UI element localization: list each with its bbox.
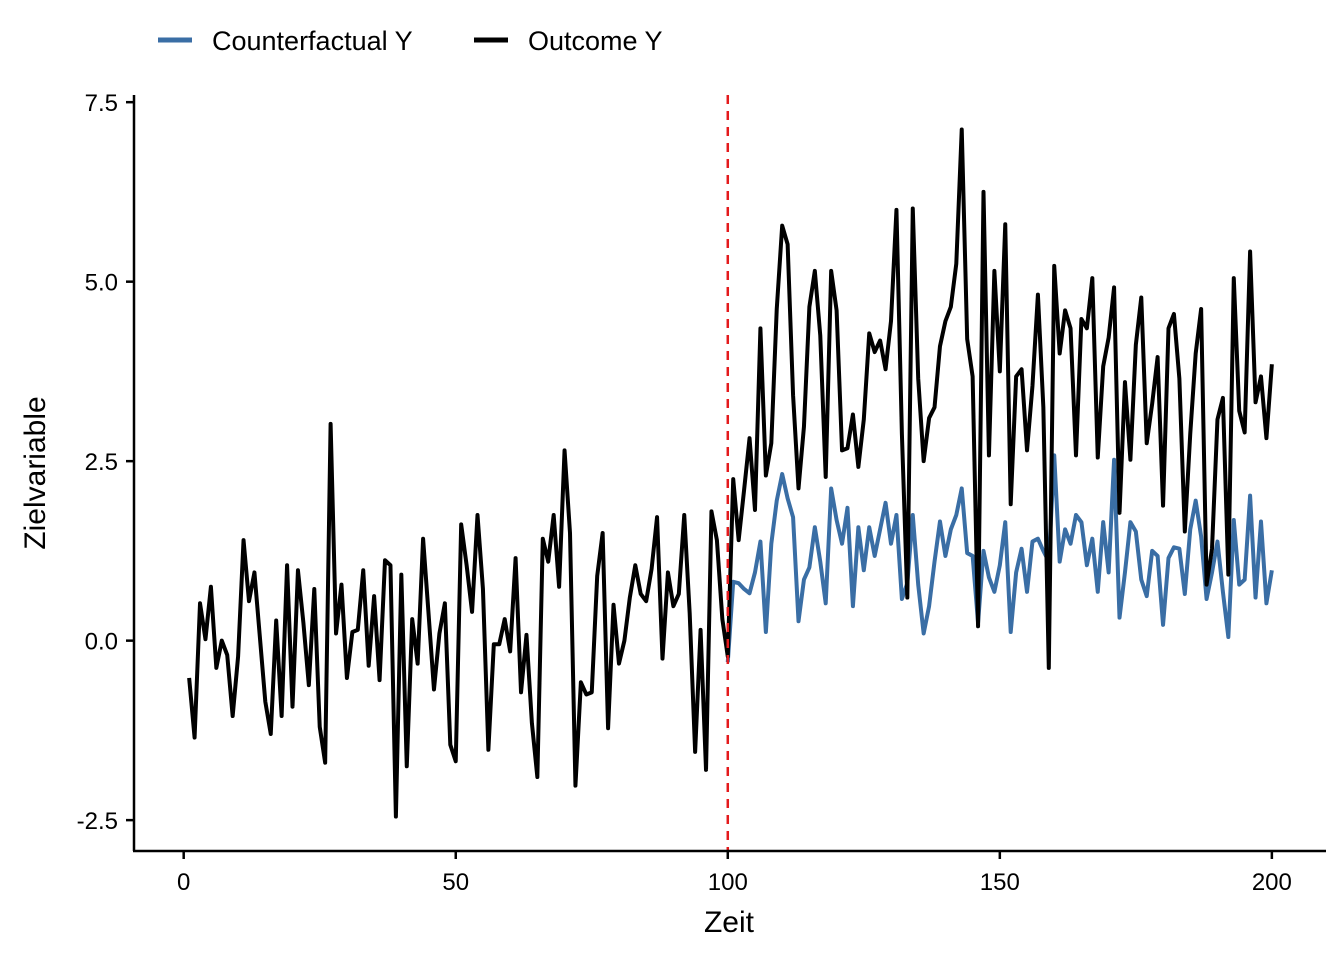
x-ticks: 0 50 100 150 200 [177,851,1292,896]
legend-label-outcome: Outcome Y [528,26,663,56]
y-axis-title: Zielvariable [19,396,52,549]
plot-area [187,95,1274,851]
legend: Counterfactual Y Outcome Y [158,26,663,56]
x-tick-label: 150 [980,869,1020,896]
y-tick-label: 7.5 [85,90,118,117]
y-tick-label: 0.0 [85,629,118,656]
series-line-counterfactual-y [725,453,1274,663]
y-tick-label: 2.5 [85,449,118,476]
legend-label-counterfactual: Counterfactual Y [212,26,413,56]
x-axis-title: Zeit [704,906,755,939]
axes: -2.5 0.0 2.5 5.0 7.5 0 50 100 150 200 [77,90,1326,896]
x-tick-label: 0 [177,869,190,896]
x-tick-label: 200 [1252,869,1292,896]
y-ticks: -2.5 0.0 2.5 5.0 7.5 [77,90,134,835]
series-line-outcome-y [187,127,1274,819]
y-tick-label: -2.5 [77,808,118,835]
y-tick-label: 5.0 [85,270,118,297]
x-tick-label: 100 [708,869,748,896]
x-tick-label: 50 [442,869,469,896]
